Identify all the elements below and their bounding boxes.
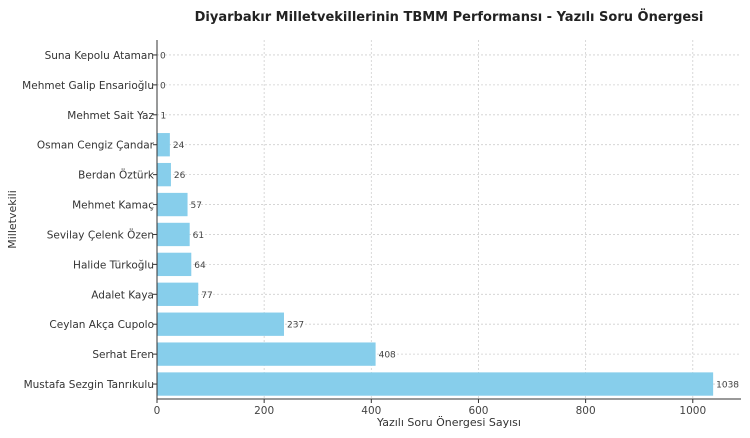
y-tick-label: Osman Cengiz Çandar xyxy=(37,140,155,152)
bar xyxy=(157,133,170,157)
x-axis-title: Yazılı Soru Önergesi Sayısı xyxy=(376,416,521,429)
bar xyxy=(157,192,188,217)
bar xyxy=(157,162,171,187)
data-label: 1 xyxy=(161,111,167,121)
chart-title: Diyarbakır Milletvekillerinin TBMM Perfo… xyxy=(195,9,704,25)
y-tick-label: Mehmet Sait Yaz xyxy=(67,110,154,122)
data-label: 61 xyxy=(193,231,204,241)
y-tick-label: Serhat Eren xyxy=(92,349,154,361)
y-tick-label: Mehmet Kamaç xyxy=(72,200,154,212)
y-axis-title: Milletvekili xyxy=(6,190,19,249)
bars: 0 0 1 24 26 57 61 64 77 237 408 1038 xyxy=(157,51,739,396)
bar xyxy=(157,372,714,396)
x-tick-label: 600 xyxy=(468,405,488,417)
data-label: 0 xyxy=(160,81,166,91)
y-tick-label: Berdan Öztürk xyxy=(78,169,155,182)
y-tick-label: Adalet Kaya xyxy=(91,289,154,301)
x-tick-label: 1000 xyxy=(679,405,706,417)
y-tick-label: Mehmet Galip Ensarioğlu xyxy=(22,80,154,92)
x-tick-label: 800 xyxy=(576,405,596,417)
x-tick-label: 0 xyxy=(154,405,161,417)
data-label: 57 xyxy=(191,201,202,211)
data-label: 77 xyxy=(201,291,212,301)
y-tick-label: Sevilay Çelenk Özen xyxy=(47,228,154,241)
bar xyxy=(157,282,199,306)
y-tick-label: Mustafa Sezgin Tanrıkulu xyxy=(24,379,154,391)
data-label: 26 xyxy=(174,171,186,181)
data-label: 24 xyxy=(173,141,185,151)
data-label: 237 xyxy=(287,321,304,331)
data-label: 408 xyxy=(379,351,396,361)
data-label: 64 xyxy=(194,261,206,271)
x-tick-label: 400 xyxy=(361,405,381,417)
data-label: 0 xyxy=(160,51,166,61)
bar xyxy=(157,252,192,277)
bar xyxy=(157,342,376,366)
x-tick-label: 200 xyxy=(254,405,274,417)
y-tick-label: Halide Türkoğlu xyxy=(73,259,154,271)
bar xyxy=(157,312,284,336)
bar xyxy=(157,222,190,247)
y-tick-label: Ceylan Akça Cupolo xyxy=(49,319,154,331)
y-tick-label: Suna Kepolu Ataman xyxy=(45,50,154,62)
data-label: 1038 xyxy=(716,381,739,391)
axes: 0 200 400 600 800 1000 Suna Kepolu Ataman Mehme… xyxy=(22,40,741,417)
